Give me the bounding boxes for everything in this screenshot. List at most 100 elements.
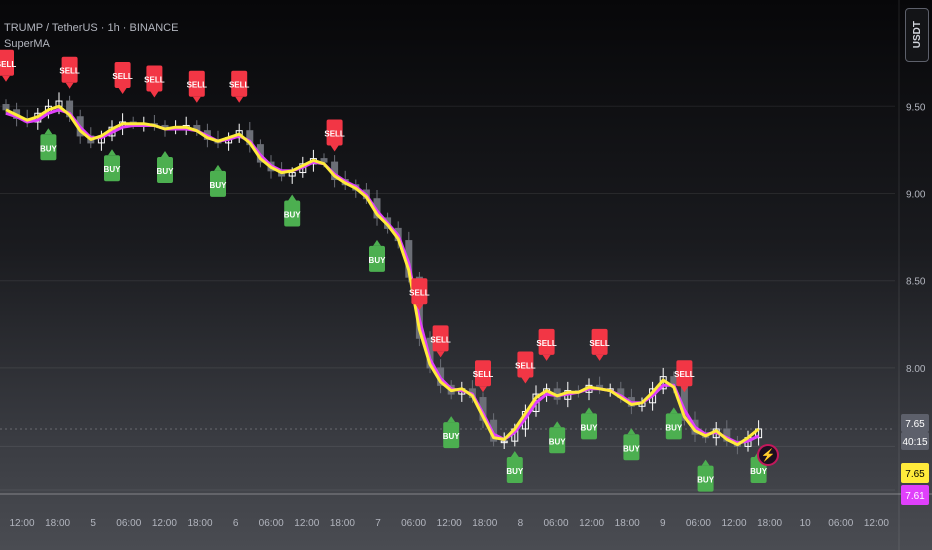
price-tick-label: 8.50 (906, 277, 926, 288)
sell-marker (326, 119, 343, 146)
buy-marker-pointer (108, 149, 116, 156)
buy-marker-pointer (44, 128, 53, 135)
buy-label: BUY (506, 467, 524, 476)
ma-fast-badge: 7.65 (901, 462, 929, 483)
currency-button[interactable]: USDT (905, 8, 929, 62)
countdown-badge-text: 40:15 (902, 437, 927, 448)
buy-signal: BUY (549, 421, 566, 454)
sell-marker-pointer (65, 82, 74, 89)
time-tick-label: 12:00 (294, 518, 319, 529)
signals: SELL SELL SELL SELL SELL SELL SELL SELL SELL SELL… (0, 49, 768, 492)
buy-marker-pointer (585, 407, 593, 414)
ma-slow-badge: 7.61 (901, 484, 929, 505)
buy-marker (506, 456, 523, 483)
sell-marker (432, 325, 449, 352)
sell-marker (146, 65, 163, 92)
sell-marker-pointer (542, 354, 551, 361)
sell-signal: SELL (144, 65, 165, 98)
time-tick-label: 06:00 (686, 518, 711, 529)
sell-marker-pointer (2, 75, 10, 82)
candle-body (500, 440, 508, 444)
sell-marker-pointer (192, 96, 201, 103)
ma-fast-line (5, 104, 760, 447)
sell-label: SELL (59, 67, 80, 76)
buy-signal: BUY (369, 239, 386, 272)
buy-marker-pointer (288, 194, 297, 201)
buy-label: BUY (104, 165, 122, 174)
buy-marker (210, 170, 226, 197)
last-price-badge-text: 7.65 (905, 419, 925, 430)
sell-marker (188, 70, 205, 97)
time-tick-label: 18:00 (45, 518, 70, 529)
buy-marker (665, 413, 682, 440)
sell-marker (231, 70, 248, 97)
buy-label: BUY (665, 423, 683, 432)
price-tick-label: 8.00 (906, 364, 926, 375)
buy-signal: BUY (443, 416, 460, 449)
sell-label: SELL (409, 288, 430, 297)
countdown-badge: 40:15 (901, 431, 929, 450)
sell-label: SELL (430, 335, 451, 344)
sell-signal: SELL (187, 70, 208, 103)
sell-signal: SELL (324, 119, 345, 152)
sell-marker (61, 56, 78, 83)
time-tick-label: 12:00 (152, 518, 177, 529)
buy-signal: BUY (157, 150, 175, 183)
sell-label: SELL (229, 81, 250, 90)
sell-label: SELL (187, 81, 208, 90)
buy-signal: BUY (697, 459, 715, 492)
time-tick-label: 18:00 (187, 518, 212, 529)
sell-marker-pointer (330, 145, 339, 152)
sell-marker-pointer (595, 354, 604, 361)
candle-body (320, 158, 328, 163)
buy-marker-pointer (373, 239, 381, 246)
sell-marker-pointer (521, 377, 530, 384)
lightning-icon[interactable]: ⚡ (757, 444, 779, 466)
sell-marker-pointer (150, 91, 159, 98)
sell-marker (114, 61, 131, 88)
ma-fast-badge-text: 7.65 (905, 469, 925, 480)
sell-label: SELL (112, 72, 133, 81)
time-tick-label: 6 (233, 518, 239, 529)
last-price-badge: 7.65 (901, 413, 929, 432)
price-tick-label: 9.00 (906, 189, 926, 200)
buy-marker (697, 465, 714, 492)
time-tick-label: 12:00 (9, 518, 34, 529)
currency-label: USDT (911, 21, 923, 49)
buy-label: BUY (581, 423, 599, 432)
moving-averages (5, 104, 760, 447)
buy-label: BUY (623, 444, 641, 453)
sell-signal: SELL (536, 328, 557, 361)
buy-signal: BUY (40, 128, 58, 161)
buy-marker-pointer (510, 450, 519, 457)
ma-slow-badge-bg (901, 484, 929, 505)
sell-marker-pointer (118, 87, 127, 94)
buy-label: BUY (750, 467, 768, 476)
buy-marker (40, 134, 57, 161)
time-tick-label: 5 (90, 518, 96, 529)
sell-label: SELL (674, 370, 695, 379)
buy-marker-pointer (701, 459, 710, 466)
time-tick-label: 12:00 (579, 518, 604, 529)
ma-fast-badge-bg (901, 462, 929, 483)
buy-signal: BUY (104, 149, 122, 182)
buy-signal: BUY (284, 194, 301, 227)
sell-signal: SELL (674, 360, 695, 393)
candle-body (288, 172, 296, 177)
sell-label: SELL (144, 75, 165, 84)
sell-signal: SELL (112, 61, 133, 94)
time-tick-label: 18:00 (330, 518, 355, 529)
indicator-title[interactable]: SuperMA (4, 38, 50, 50)
symbol-title[interactable]: TRUMP / TetherUS · 1h · BINANCE (4, 22, 179, 34)
sell-signal: SELL (589, 328, 610, 361)
time-tick-label: 18:00 (615, 518, 640, 529)
buy-marker (157, 156, 173, 183)
buy-label: BUY (157, 167, 175, 176)
sell-marker (538, 328, 555, 355)
sell-label: SELL (324, 130, 345, 139)
time-tick-label: 9 (660, 518, 666, 529)
buy-marker-pointer (627, 428, 636, 435)
sell-marker (676, 360, 693, 387)
buy-marker (443, 422, 460, 449)
